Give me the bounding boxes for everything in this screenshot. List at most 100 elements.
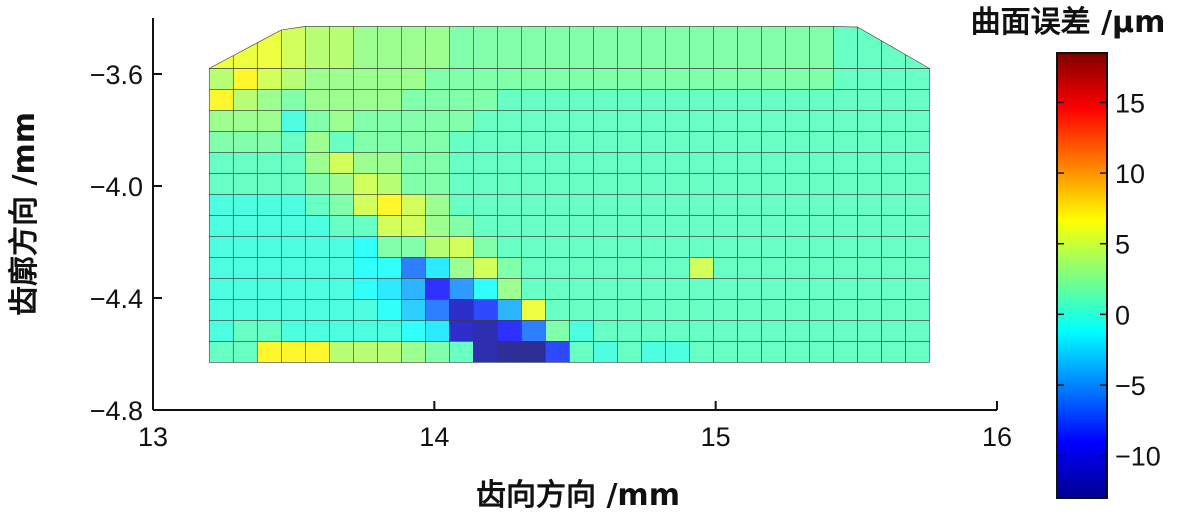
heatmap-cell — [545, 26, 570, 69]
heatmap-cell — [329, 299, 354, 321]
heatmap-cell — [449, 110, 474, 132]
heatmap-cell — [689, 110, 714, 132]
heatmap-cell — [425, 320, 450, 342]
heatmap-cell — [833, 26, 858, 69]
heatmap-cell — [304, 236, 330, 258]
heatmap-cell — [401, 173, 426, 195]
heatmap-cell — [833, 131, 858, 153]
heatmap-cell — [641, 152, 666, 174]
heatmap-cell — [256, 68, 282, 90]
heatmap-cell — [785, 215, 810, 237]
heatmap-cell — [665, 110, 690, 132]
heatmap-cell — [689, 194, 714, 216]
heatmap-cell — [208, 89, 234, 111]
heatmap-cell — [881, 152, 906, 174]
heatmap-cell — [377, 257, 402, 279]
plot-axes — [152, 18, 997, 411]
heatmap-cell — [641, 278, 666, 300]
heatmap-cell — [473, 215, 498, 237]
heatmap-cell — [329, 152, 354, 174]
heatmap-cell — [905, 110, 930, 132]
heatmap-top-edge — [209, 26, 931, 69]
heatmap-cell — [256, 110, 282, 132]
heatmap-cell — [449, 131, 474, 153]
heatmap-cell — [521, 236, 546, 258]
heatmap-cell — [304, 341, 330, 363]
heatmap-cell — [401, 341, 426, 363]
heatmap-cell — [905, 320, 930, 342]
heatmap-cell — [689, 341, 714, 363]
heatmap-cell — [280, 236, 306, 258]
heatmap-cell — [280, 110, 306, 132]
heatmap-cell — [713, 173, 738, 195]
heatmap-cell — [256, 29, 282, 69]
heatmap-cell — [569, 278, 594, 300]
heatmap-cell — [449, 341, 474, 363]
heatmap-cell — [881, 68, 906, 90]
heatmap-cell — [377, 26, 402, 69]
heatmap-cell — [280, 257, 306, 279]
heatmap-cell — [593, 341, 618, 363]
heatmap-cell — [809, 341, 834, 363]
heatmap-cell — [617, 194, 642, 216]
heatmap-cell — [641, 299, 666, 321]
heatmap-cell — [425, 341, 450, 363]
heatmap-cell — [905, 54, 931, 69]
heatmap-cell — [353, 257, 378, 279]
heatmap-cell — [689, 215, 714, 237]
heatmap-cell — [833, 257, 858, 279]
heatmap-cell — [329, 110, 354, 132]
heatmap-cell — [569, 89, 594, 111]
heatmap-cell — [449, 257, 474, 279]
heatmap-cell — [280, 68, 306, 90]
heatmap-cell — [401, 26, 426, 69]
heatmap-cell — [881, 110, 906, 132]
heatmap-cell — [809, 68, 834, 90]
heatmap-cell — [809, 257, 834, 279]
heatmap-cell — [256, 152, 282, 174]
heatmap-cell — [761, 68, 786, 90]
heatmap-cell — [232, 173, 258, 195]
heatmap-cell — [449, 152, 474, 174]
heatmap-cell — [785, 131, 810, 153]
heatmap-cell — [353, 320, 378, 342]
colorbar-tick-label: 0 — [1115, 300, 1130, 330]
heatmap-cell — [425, 257, 450, 279]
heatmap-cell — [857, 236, 882, 258]
heatmap-cell — [569, 299, 594, 321]
heatmap-cell — [617, 26, 642, 69]
heatmap-cell — [473, 89, 498, 111]
heatmap-cell — [713, 320, 738, 342]
heatmap-cell — [617, 173, 642, 195]
heatmap-cell — [761, 131, 786, 153]
heatmap-cell — [280, 89, 306, 111]
heatmap-cell — [521, 26, 546, 69]
heatmap-cell — [304, 320, 330, 342]
heatmap-cell — [905, 173, 930, 195]
heatmap-cell — [497, 68, 522, 90]
heatmap-cell — [569, 341, 594, 363]
heatmap-cell — [881, 131, 906, 153]
heatmap-cell — [785, 194, 810, 216]
x-axis-label: 齿向方向 /mm — [476, 478, 680, 513]
heatmap-cell — [713, 341, 738, 363]
heatmap-cell — [881, 89, 906, 111]
colorbar-tick-label: 15 — [1115, 88, 1145, 118]
heatmap-cell — [280, 278, 306, 300]
heatmap-cell — [425, 110, 450, 132]
heatmap-cell — [377, 110, 402, 132]
y-axis-label: 齿廓方向 /mm — [7, 112, 42, 316]
heatmap-cell — [881, 320, 906, 342]
heatmap-cell — [593, 299, 618, 321]
heatmap-cell — [809, 131, 834, 153]
heatmap-cell — [617, 110, 642, 132]
heatmap-cell — [545, 257, 570, 279]
heatmap-cell — [304, 278, 330, 300]
heatmap-cell — [545, 215, 570, 237]
heatmap-cell — [425, 26, 450, 69]
heatmap-cell — [737, 152, 762, 174]
heatmap-cell — [545, 236, 570, 258]
x-tick-label: 15 — [701, 422, 731, 452]
heatmap-cell — [449, 278, 474, 300]
